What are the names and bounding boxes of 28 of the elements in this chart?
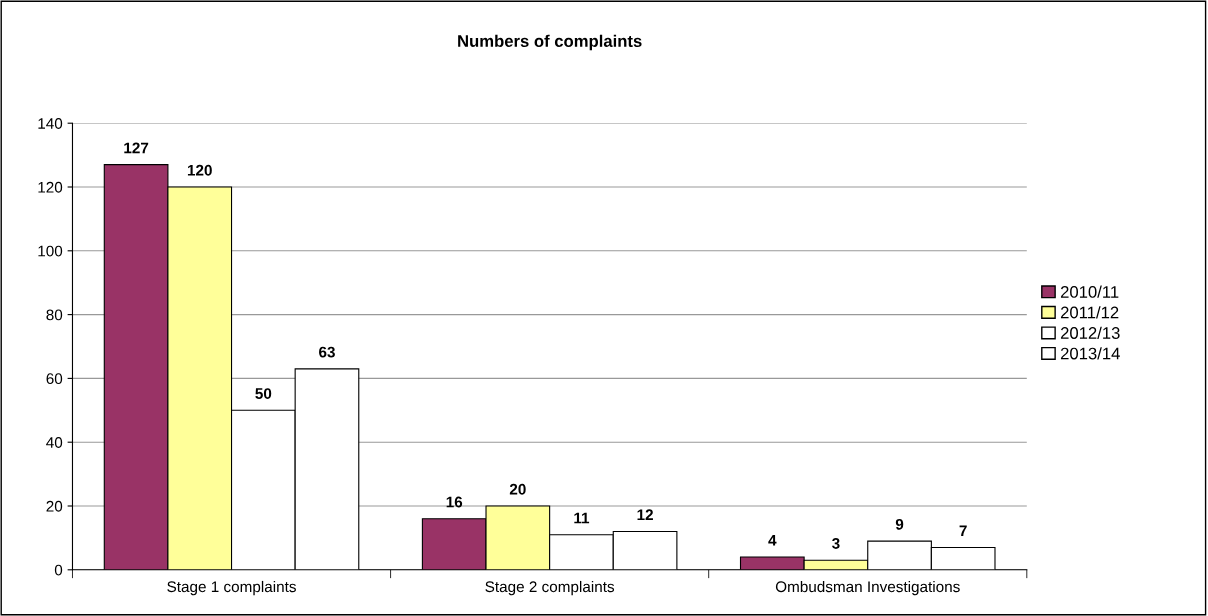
data-label: 11 bbox=[574, 512, 590, 524]
legend-label: 2012/13 bbox=[1060, 326, 1120, 339]
data-label: 4 bbox=[768, 535, 777, 546]
data-label: 20 bbox=[509, 483, 526, 495]
data-label: 120 bbox=[187, 164, 212, 176]
x-tick-label: Ombudsman Investigations bbox=[775, 580, 960, 596]
x-tick-label: Stage 1 complaints bbox=[167, 580, 296, 596]
data-label: 7 bbox=[959, 525, 967, 536]
legend-label: 2011/12 bbox=[1060, 306, 1119, 319]
chart-title: Numbers of complaints bbox=[458, 34, 642, 51]
y-tick-label: 140 bbox=[38, 118, 63, 129]
y-tick-label: 40 bbox=[46, 437, 63, 448]
y-tick-label: 100 bbox=[38, 245, 63, 257]
y-tick-label: 0 bbox=[54, 564, 63, 576]
y-tick-label: 80 bbox=[46, 309, 63, 321]
data-label: 9 bbox=[895, 518, 904, 530]
data-label: 50 bbox=[255, 388, 272, 399]
data-label: 3 bbox=[832, 538, 840, 549]
y-tick-label: 120 bbox=[38, 181, 63, 193]
data-label: 16 bbox=[446, 496, 463, 508]
legend-label: 2013/14 bbox=[1060, 347, 1120, 360]
data-label: 127 bbox=[124, 142, 149, 154]
data-label: 63 bbox=[319, 346, 335, 358]
legend-label: 2010/11 bbox=[1060, 285, 1119, 298]
data-label: 12 bbox=[637, 509, 653, 521]
y-tick-label: 20 bbox=[46, 500, 63, 512]
y-tick-label: 60 bbox=[46, 373, 63, 385]
x-tick-label: Stage 2 complaints bbox=[485, 580, 615, 596]
